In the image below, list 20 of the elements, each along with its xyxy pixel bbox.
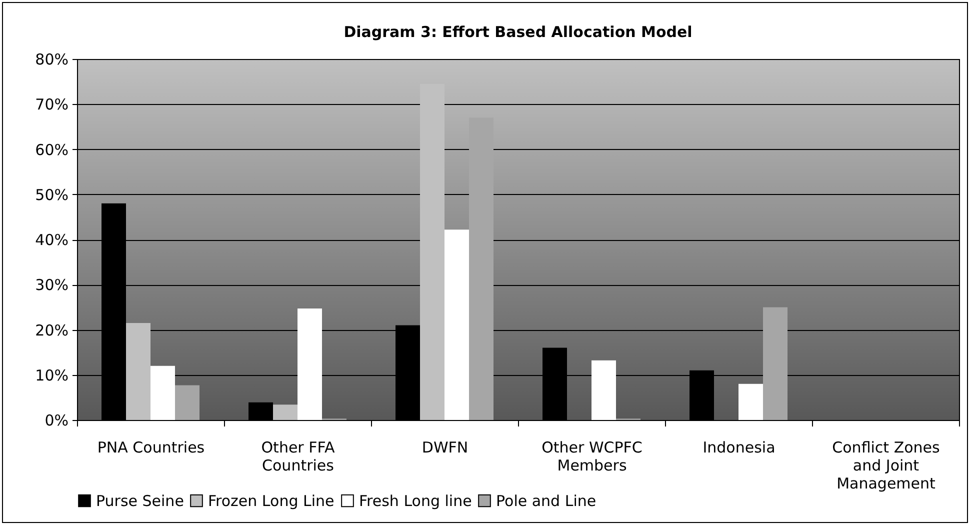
x-tick-label: Other WCPFC Members: [542, 438, 642, 474]
legend-label: Frozen Long Line: [208, 492, 334, 510]
chart-title: Diagram 3: Effort Based Allocation Model: [344, 23, 692, 41]
legend-label: Fresh Long line: [359, 492, 472, 510]
y-tick-label: 10%: [35, 366, 68, 384]
y-tick-label: 50%: [35, 186, 68, 204]
y-tick-label: 20%: [35, 321, 68, 340]
x-tick-label: Indonesia: [702, 438, 776, 456]
y-tick-label: 60%: [35, 140, 68, 159]
x-tick-label: PNA Countries: [97, 438, 205, 456]
y-tick-label: 0%: [44, 412, 68, 430]
y-tick-label: 80%: [35, 50, 68, 68]
y-tick-label: 40%: [35, 231, 68, 249]
y-tick-label: 30%: [35, 276, 68, 294]
legend-label: Purse Seine: [96, 492, 184, 510]
x-tick-label: Conflict Zones and Joint Management: [832, 438, 940, 492]
legend-label: Pole and Line: [496, 492, 596, 510]
x-tick-label: DWFN: [422, 438, 468, 456]
x-tick-label: Other FFA Countries: [261, 438, 336, 474]
y-tick-label: 70%: [35, 96, 68, 114]
